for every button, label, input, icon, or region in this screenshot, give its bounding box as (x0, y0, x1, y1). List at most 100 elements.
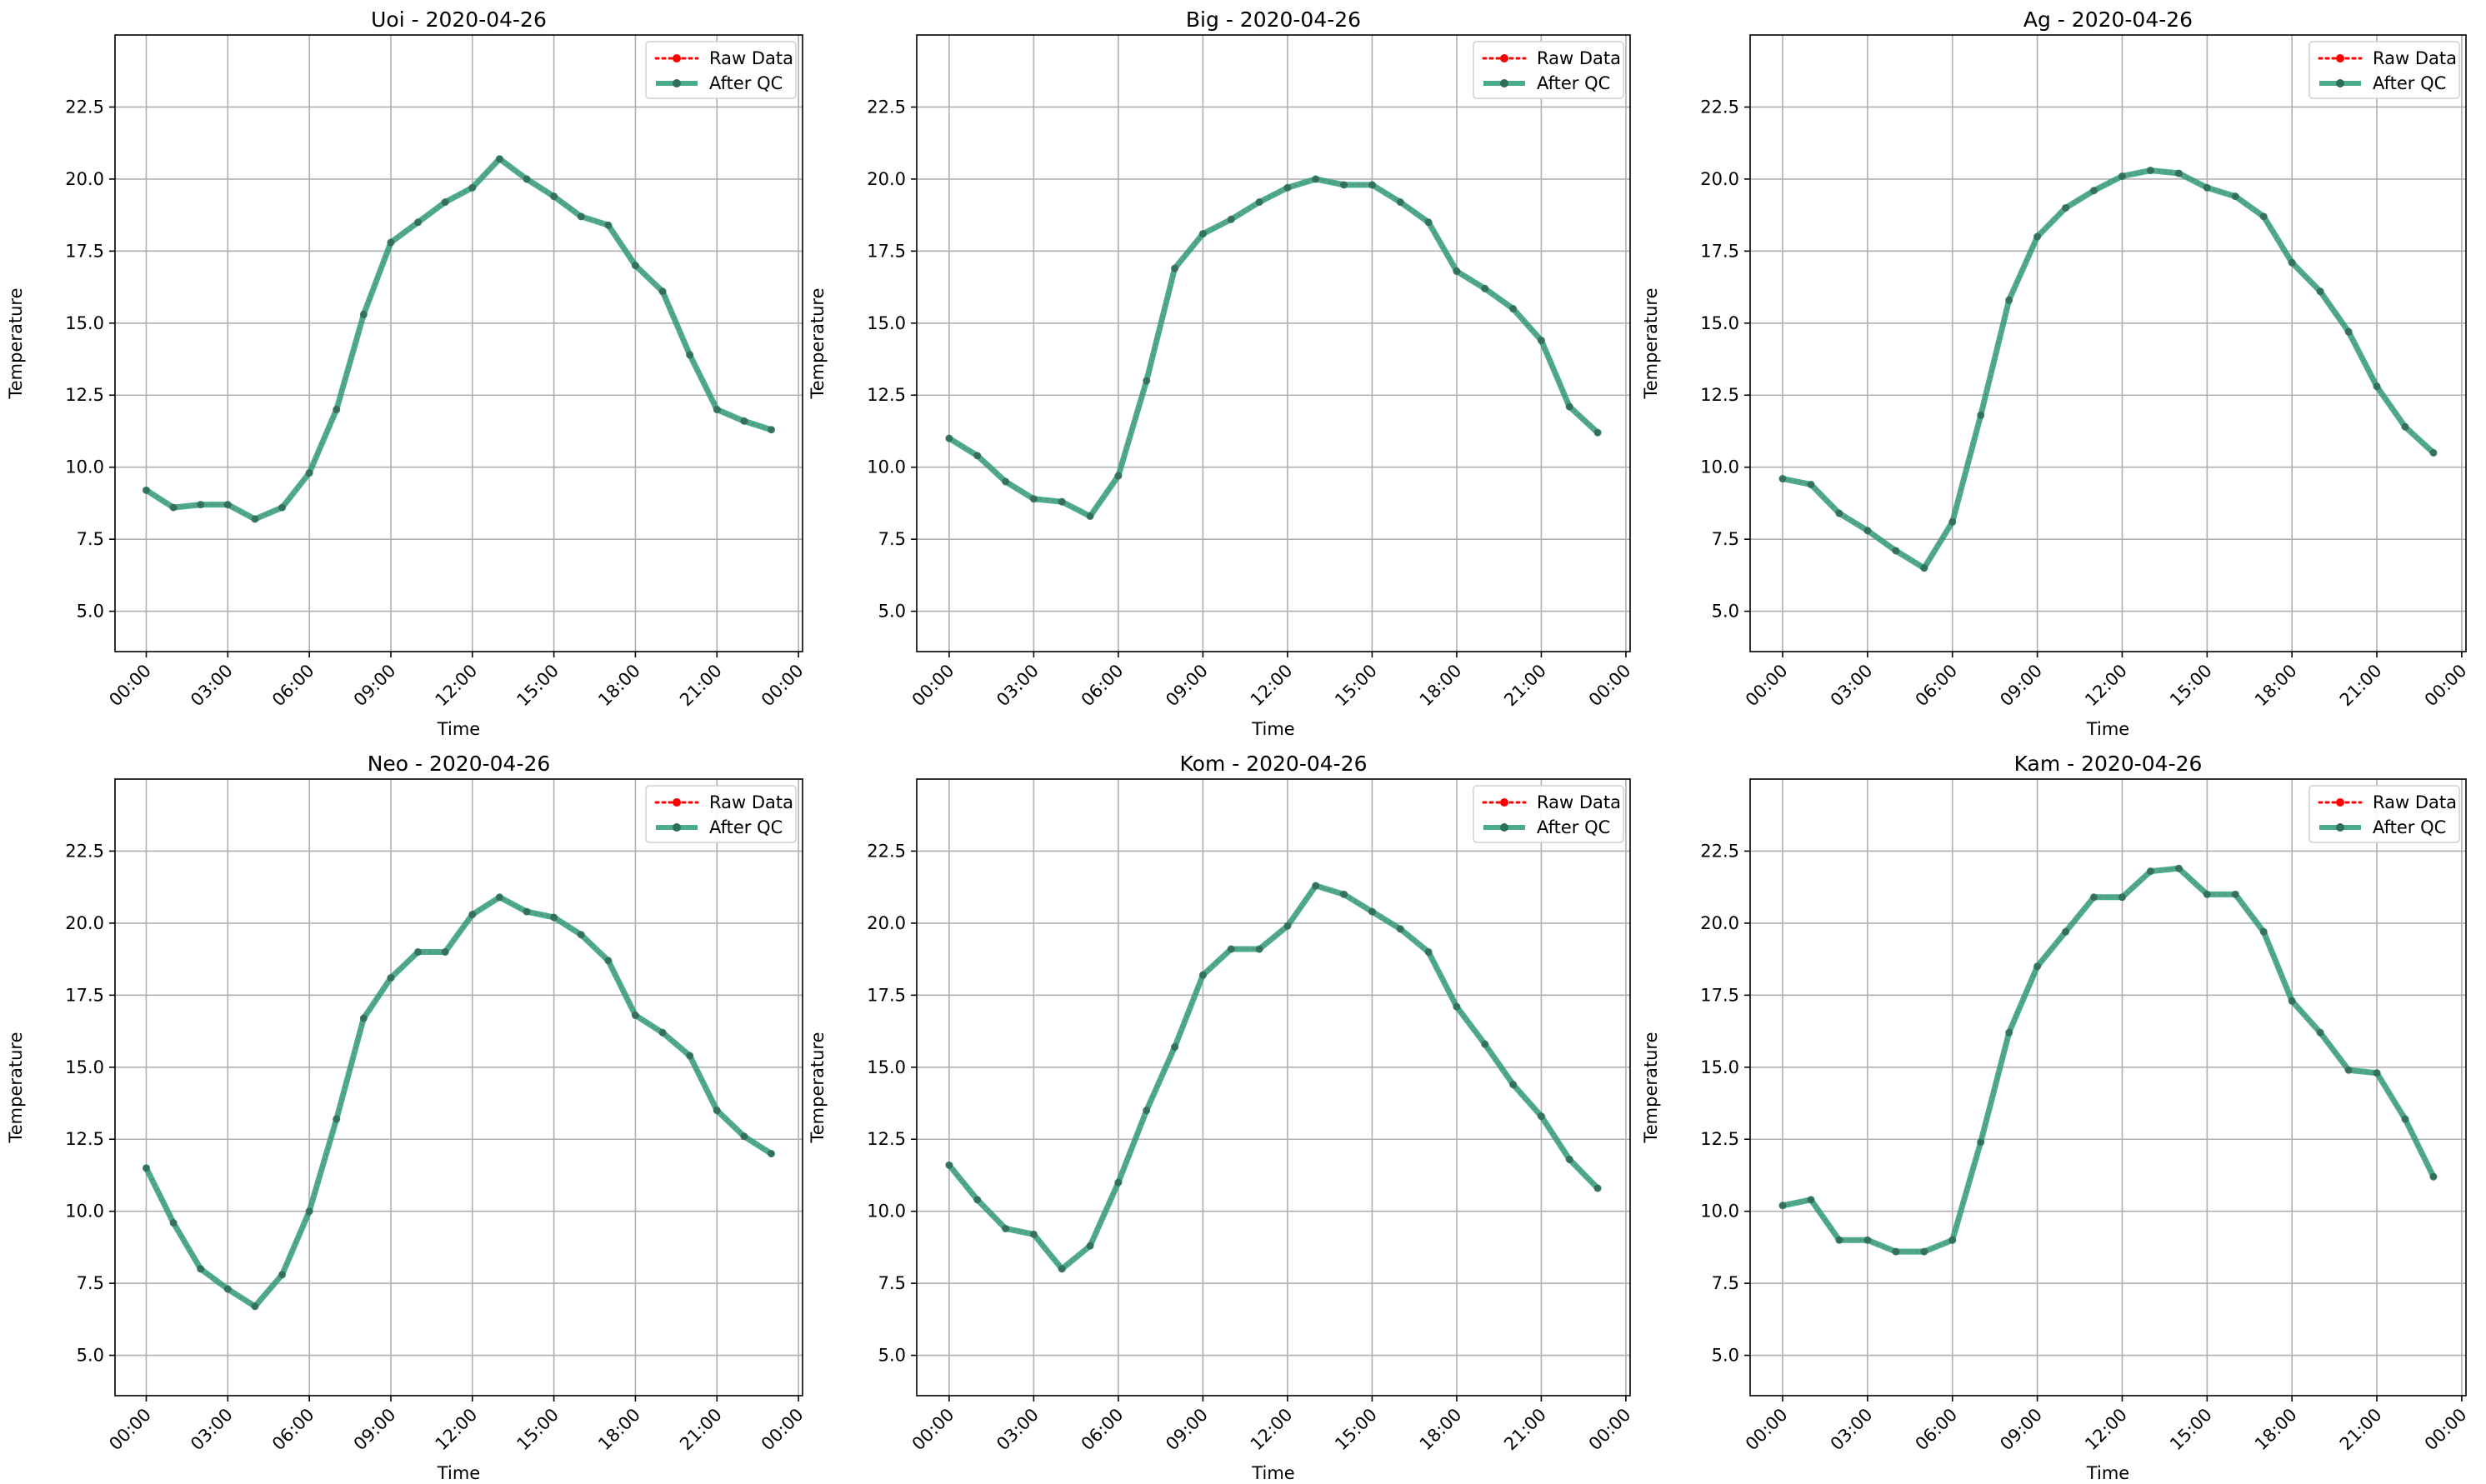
x-tick-label: 00:00 (1742, 661, 1792, 711)
x-tick-label: 21:00 (676, 661, 726, 711)
data-point-raw-data (2318, 1031, 2323, 1035)
legend-label-raw-data: Raw Data (1537, 792, 1621, 812)
data-point-raw-data (280, 506, 284, 510)
y-tick-label: 5.0 (878, 602, 906, 622)
x-axis-label: Time (1251, 719, 1294, 739)
data-point-raw-data (633, 1013, 638, 1017)
y-tick-label: 22.5 (65, 841, 104, 861)
legend-marker-raw-data (1500, 54, 1508, 62)
data-point-raw-data (2233, 194, 2238, 198)
x-tick-label: 09:00 (350, 661, 400, 711)
legend-marker-raw-data (2336, 798, 2344, 807)
y-tick-label: 10.0 (867, 457, 906, 477)
legend-marker-after-qc (673, 823, 681, 832)
data-point-raw-data (253, 1304, 257, 1308)
data-point-raw-data (1258, 947, 1262, 952)
x-tick-label: 21:00 (676, 1405, 726, 1455)
legend-marker-after-qc (1500, 79, 1508, 87)
subplot-1: 00:00 03:00 06:00 09:00 12:00 15:00 18:00 21:00… (808, 7, 1634, 739)
series-line-raw-data (1782, 867, 2434, 1253)
x-axis-label: Time (1251, 1463, 1294, 1483)
data-point-raw-data (2290, 261, 2294, 265)
y-tick-label: 7.5 (878, 1273, 906, 1293)
data-point-raw-data (2063, 930, 2068, 934)
data-point-raw-data (1808, 1197, 1813, 1202)
x-tick-label: 21:00 (2336, 1405, 2386, 1455)
x-tick-label: 09:00 (1996, 1405, 2046, 1455)
y-tick-label: 22.5 (1700, 97, 1739, 117)
y-tick-label: 7.5 (878, 529, 906, 549)
y-tick-label: 10.0 (65, 457, 104, 477)
data-point-raw-data (525, 177, 529, 181)
x-tick-label: 15:00 (1331, 1405, 1381, 1455)
data-point-raw-data (1808, 482, 1813, 487)
data-point-raw-data (2431, 1175, 2435, 1179)
data-point-raw-data (1427, 220, 1431, 224)
data-point-raw-data (2092, 188, 2096, 192)
series-line-after-qc (946, 176, 1601, 519)
x-tick-label: 18:00 (594, 1405, 644, 1455)
data-point-raw-data (1398, 927, 1403, 931)
y-tick-label: 12.5 (867, 1129, 906, 1149)
y-axis-label: Temperature (1641, 287, 1661, 399)
data-point-raw-data (1370, 182, 1374, 187)
legend-label-after-qc: After QC (709, 817, 783, 837)
data-point-raw-data (742, 1134, 746, 1138)
subplot-title: Kom - 2020-04-26 (1180, 752, 1368, 776)
y-tick-label: 5.0 (1712, 602, 1739, 622)
x-axis-label: Time (2086, 719, 2129, 739)
legend: Raw Data After QC (645, 41, 797, 99)
data-point-raw-data (470, 186, 474, 190)
x-tick-label: 06:00 (268, 661, 318, 711)
data-point-raw-data (2403, 425, 2408, 429)
x-tick-label: 21:00 (2336, 661, 2386, 711)
data-point-raw-data (470, 912, 474, 917)
data-point-raw-data (1060, 500, 1064, 504)
data-point-raw-data (1950, 520, 1954, 524)
data-point-raw-data (2120, 895, 2124, 899)
x-tick-label: 00:00 (758, 661, 808, 711)
data-point-raw-data (1032, 497, 1036, 501)
x-tick-label: 00:00 (105, 661, 155, 711)
x-tick-label: 12:00 (432, 661, 482, 711)
x-tick-label: 18:00 (1416, 1405, 1466, 1455)
data-point-raw-data (1781, 1203, 1785, 1207)
data-point-raw-data (1144, 378, 1148, 382)
x-tick-label: 21:00 (1500, 661, 1550, 711)
y-tick-label: 22.5 (1700, 841, 1739, 861)
data-point-raw-data (1865, 528, 1869, 532)
y-tick-label: 15.0 (1700, 313, 1739, 333)
data-point-raw-data (1003, 479, 1008, 483)
series-line-raw-data (948, 177, 1598, 517)
data-point-raw-data (416, 950, 420, 954)
data-point-raw-data (975, 453, 979, 457)
y-tick-label: 15.0 (1700, 1057, 1739, 1077)
data-point-raw-data (388, 976, 393, 980)
data-point-raw-data (1144, 1108, 1148, 1112)
x-tick-label: 15:00 (513, 1405, 563, 1455)
data-point-raw-data (1427, 950, 1431, 954)
x-tick-label: 12:00 (1247, 1405, 1297, 1455)
data-point-raw-data (1398, 200, 1403, 204)
y-tick-label: 12.5 (65, 385, 104, 405)
legend-label-raw-data: Raw Data (709, 792, 793, 812)
x-tick-label: 18:00 (2251, 1405, 2301, 1455)
y-tick-label: 12.5 (867, 385, 906, 405)
legend-label-after-qc: After QC (1537, 73, 1610, 93)
x-tick-label: 00:00 (105, 1405, 155, 1455)
y-tick-label: 20.0 (867, 913, 906, 933)
data-point-raw-data (1893, 548, 1898, 552)
x-tick-label: 06:00 (1078, 1405, 1128, 1455)
series-line-raw-data (145, 157, 772, 521)
x-tick-label: 00:00 (1742, 1405, 1792, 1455)
data-point-raw-data (1596, 1187, 1600, 1191)
legend-label-raw-data: Raw Data (2373, 48, 2457, 68)
x-tick-label: 21:00 (1500, 1405, 1550, 1455)
data-point-raw-data (1313, 177, 1318, 181)
data-point-raw-data (1173, 267, 1177, 271)
data-point-raw-data (1342, 182, 1346, 187)
data-point-raw-data (1370, 910, 1374, 914)
data-point-raw-data (1483, 287, 1487, 291)
data-point-raw-data (579, 214, 583, 218)
x-tick-label: 15:00 (1331, 661, 1381, 711)
